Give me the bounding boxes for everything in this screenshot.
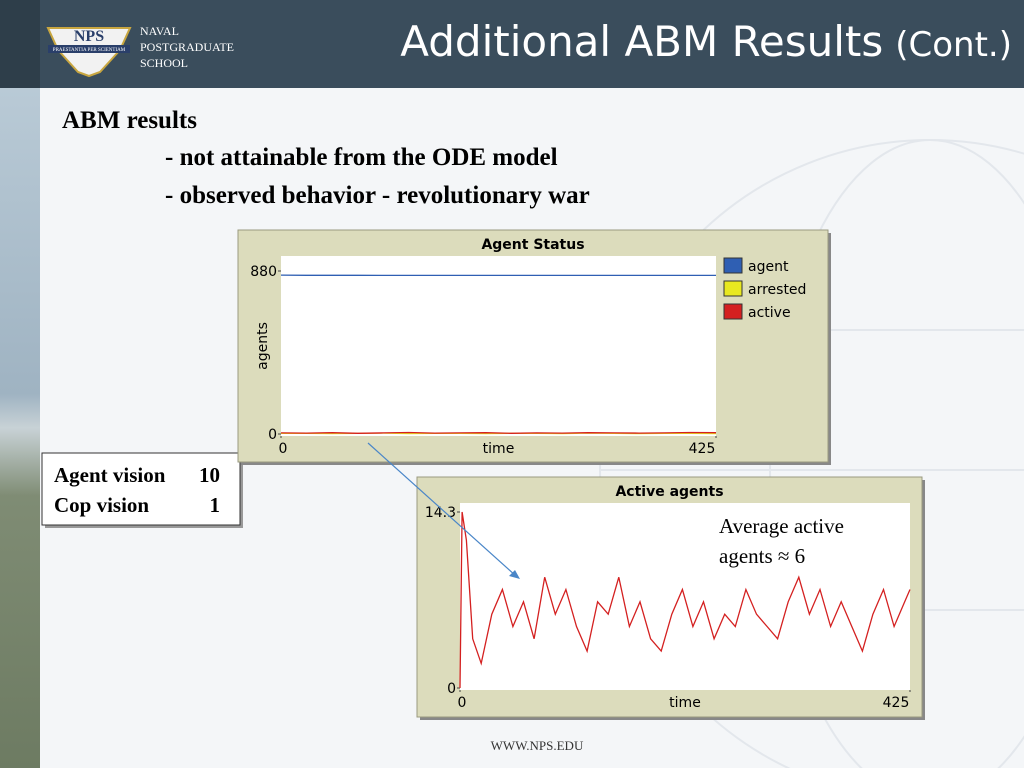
x-tick-label: 425 [689,441,716,457]
legend-label: agent [748,259,789,275]
footer: WWW.NPS.EDU [491,738,584,753]
arrow [367,442,517,577]
school-line: POSTGRADUATE [140,40,234,54]
school-line: NAVAL [140,24,179,38]
side-photo [0,88,40,768]
legend-label: active [748,305,791,321]
y-axis-label: agents [255,322,271,370]
arrow-head [509,570,520,579]
header-edge [0,0,40,88]
legend-swatch [723,257,743,274]
logo-motto: PRAESTANTIA PER SCIENTIAM [53,48,126,53]
y-tick-label: 880 [250,264,277,280]
param-value: 1 [210,493,221,517]
x-tick-label: 425 [883,695,910,711]
y-tick-label: 0 [268,427,277,443]
legend-swatch [723,280,743,297]
x-tick-label: 0 [279,441,288,457]
legend-swatch [723,303,743,320]
x-axis-label: time [483,441,515,457]
param-label: Cop vision [54,493,149,517]
x-tick-label: 0 [458,695,467,711]
annotation: Average active [719,514,844,538]
y-tick-label: 0 [447,681,456,697]
params-box [41,452,241,526]
y-tick-label: 14.3 [425,505,456,521]
title-suffix: (Cont.) [895,25,1012,65]
bullet-heading: ABM results [62,107,197,134]
series-line [280,431,717,434]
bullet-item: - not attainable from the ODE model [165,144,558,171]
chart-title: Agent Status [481,237,584,253]
header-bar [0,0,1024,88]
plot-area [281,256,716,436]
param-label: Agent vision [54,463,166,487]
x-axis-label: time [669,695,701,711]
title-main: Additional ABM Results [400,17,883,66]
chart-title: Active agents [615,484,723,500]
logo-mark: NPS [74,28,104,45]
series-line [459,511,911,689]
legend-label: arrested [748,282,806,298]
logo-banner [48,45,130,53]
param-value: 10 [199,463,220,487]
bullet-item: - observed behavior - revolutionary war [165,182,590,209]
slide-title: Additional ABM Results (Cont.) [400,17,1012,66]
school-line: SCHOOL [140,56,188,70]
annotation: agents ≈ 6 [719,544,805,568]
